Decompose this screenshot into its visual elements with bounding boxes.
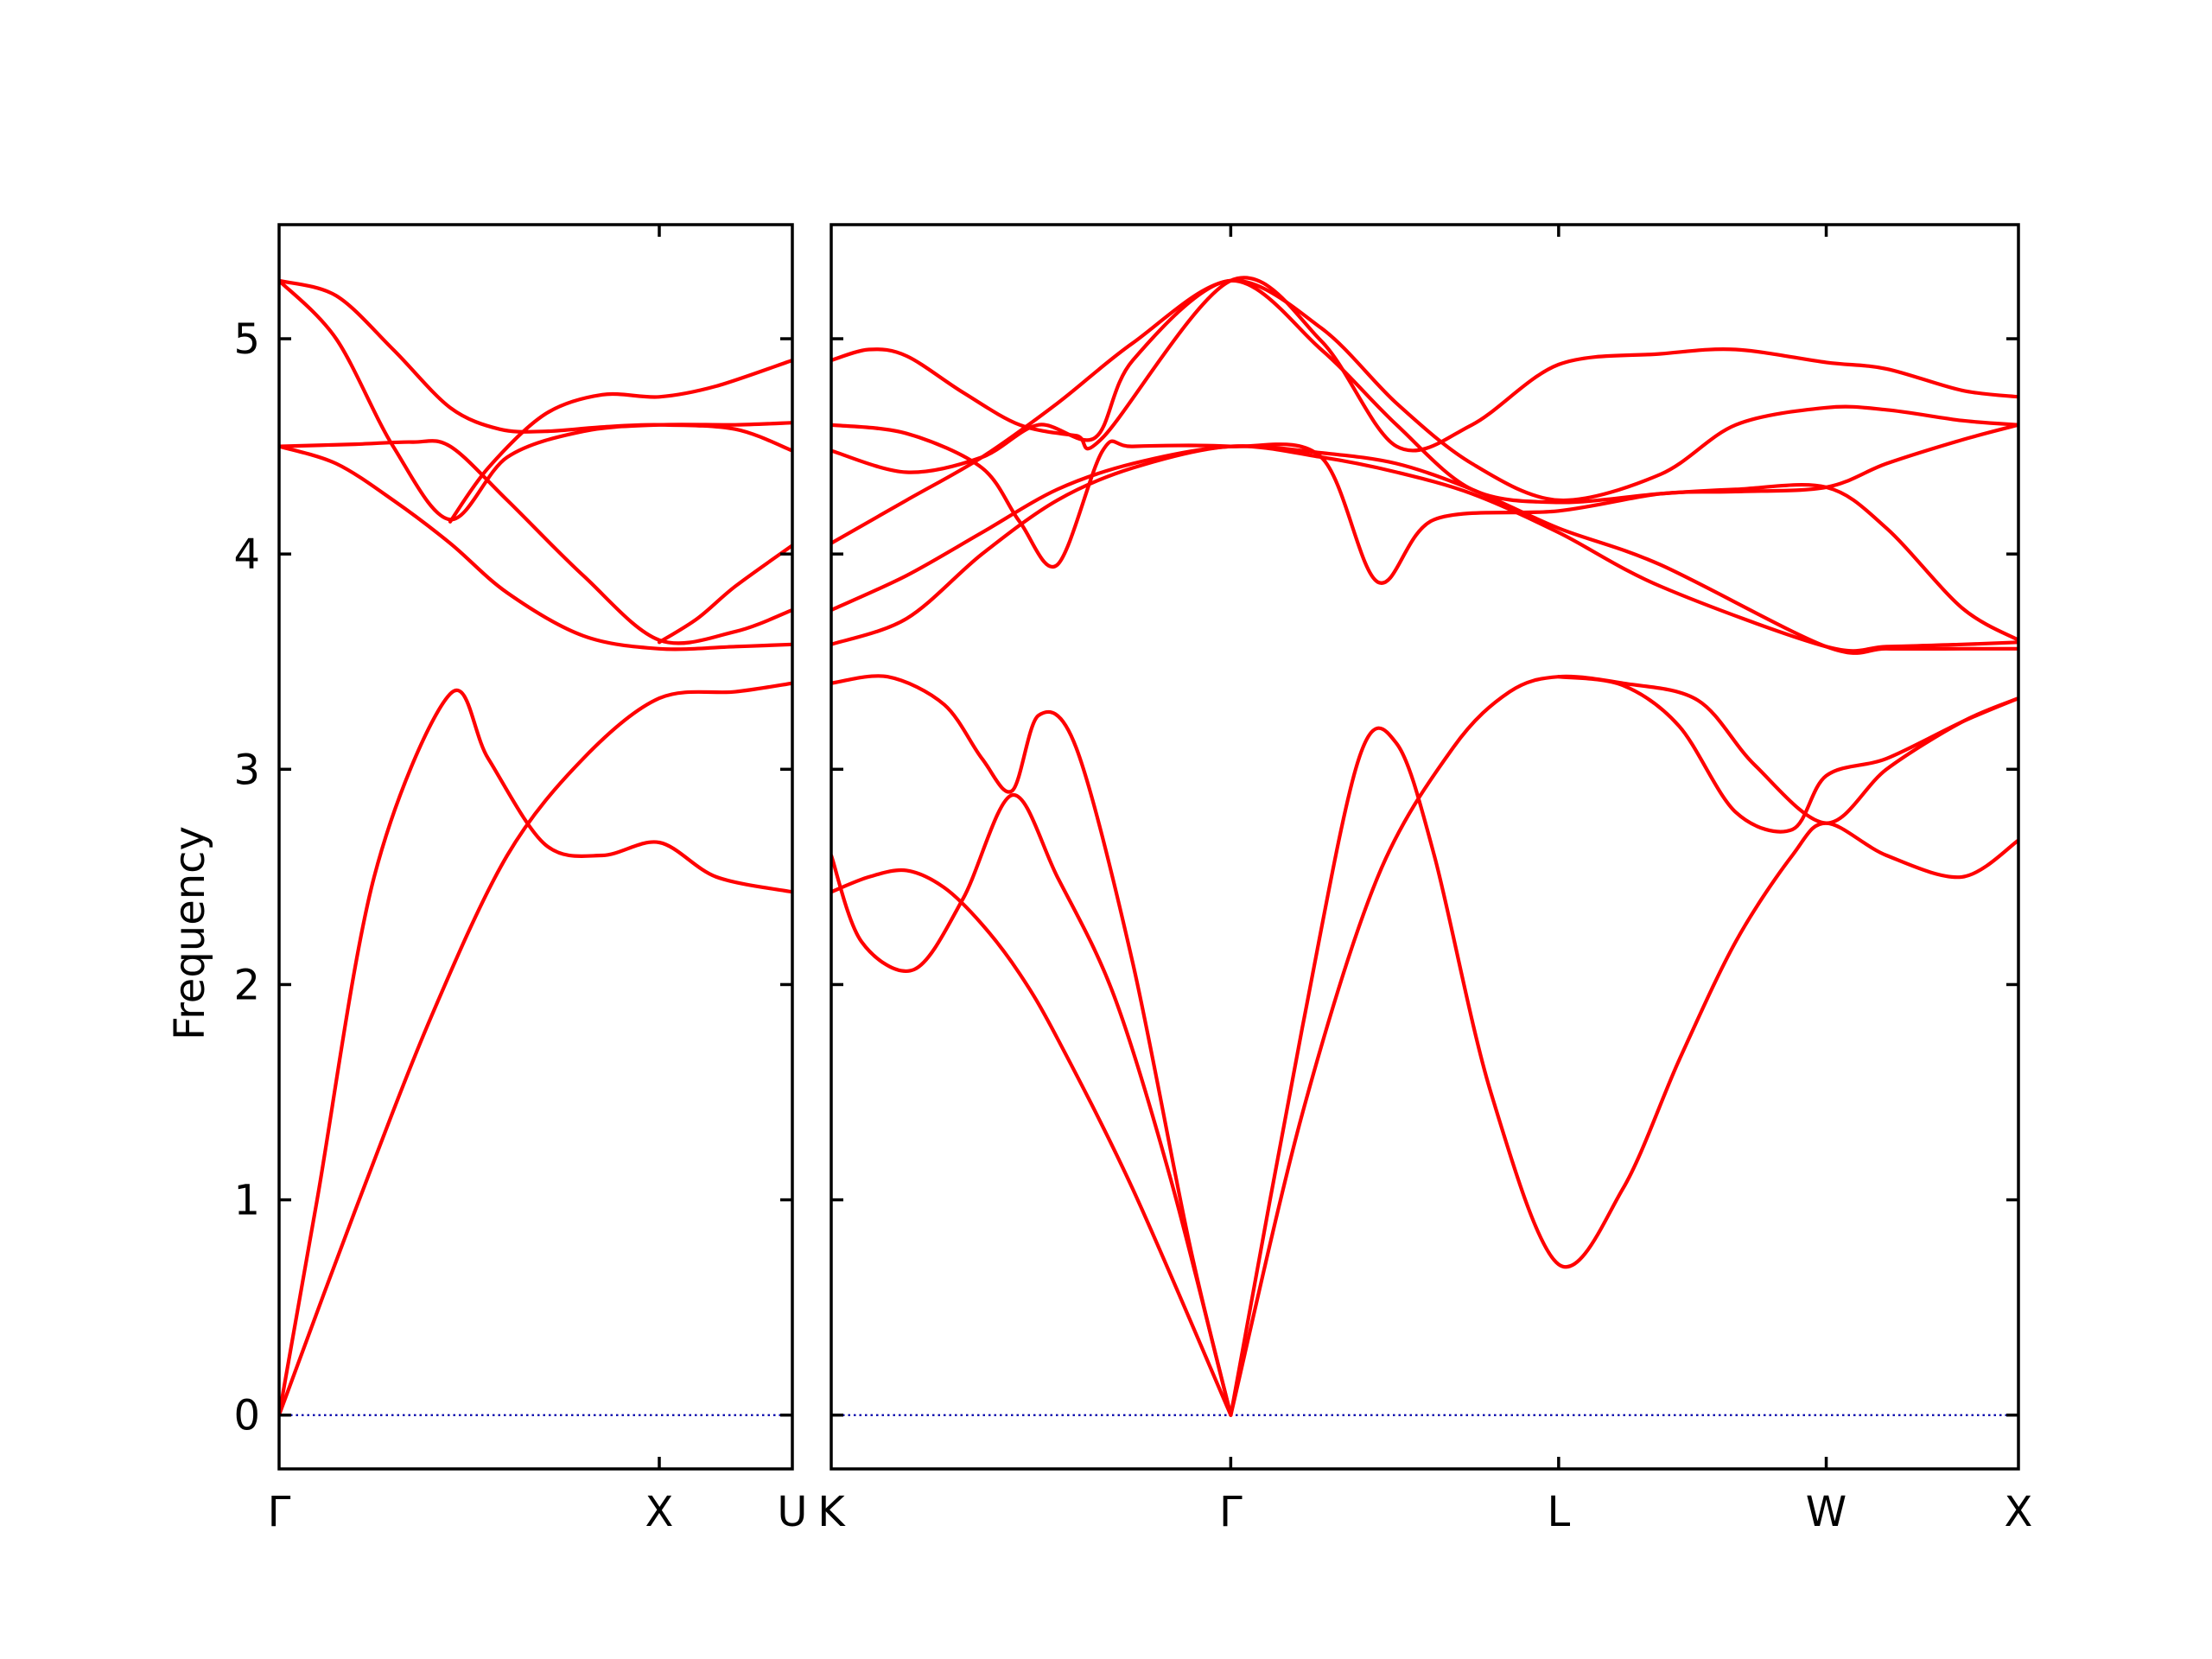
band-line-7 — [448, 358, 792, 524]
band-line-8 — [657, 543, 792, 645]
y-tick-label: 4 — [233, 531, 260, 579]
band-lines — [831, 276, 2018, 1417]
band-line-1 — [831, 868, 1233, 1417]
y-tick-label: 0 — [233, 1392, 260, 1440]
band-line-5 — [279, 278, 792, 522]
x-tick-label: W — [1806, 1488, 1847, 1536]
panel-frame — [830, 223, 2020, 1471]
x-tick-label: U — [777, 1488, 807, 1536]
x-tick-label: Γ — [268, 1488, 291, 1536]
panel-frame — [277, 223, 794, 1471]
band-line-3 — [831, 674, 1233, 1417]
y-tick-label: 2 — [233, 961, 260, 1009]
band-line-6 — [279, 278, 792, 453]
band-line-2 — [831, 793, 1233, 1417]
band-line-10 — [831, 278, 2018, 642]
band-line-9 — [831, 423, 2018, 585]
band-line-12 — [831, 276, 2018, 453]
band-lines — [279, 278, 792, 1417]
band-line-11 — [831, 278, 2018, 545]
x-tick-label: K — [817, 1488, 846, 1536]
band-line-4 — [279, 439, 792, 645]
x-tick-label: X — [2005, 1488, 2033, 1536]
band-line-3 — [279, 444, 792, 652]
band-line-8 — [831, 444, 2018, 655]
y-tick-label: 3 — [233, 746, 260, 794]
band-line-1 — [279, 688, 792, 1417]
x-tick-label: Γ — [1219, 1488, 1243, 1536]
band-line-4 — [1229, 726, 2018, 1417]
x-tick-label: L — [1547, 1488, 1570, 1536]
y-axis-label: Frequency — [166, 826, 214, 1040]
band-line-2 — [279, 681, 792, 1417]
band-line-7 — [831, 444, 2018, 653]
left-panel: 0 1 2 3 4 5 Γ X U — [233, 223, 808, 1536]
band-line-6 — [1556, 675, 2018, 834]
x-tick-label: X — [645, 1488, 674, 1536]
band-line-5 — [1229, 674, 2018, 1417]
y-tick-label: 5 — [233, 315, 260, 364]
y-tick-label: 1 — [233, 1177, 260, 1225]
